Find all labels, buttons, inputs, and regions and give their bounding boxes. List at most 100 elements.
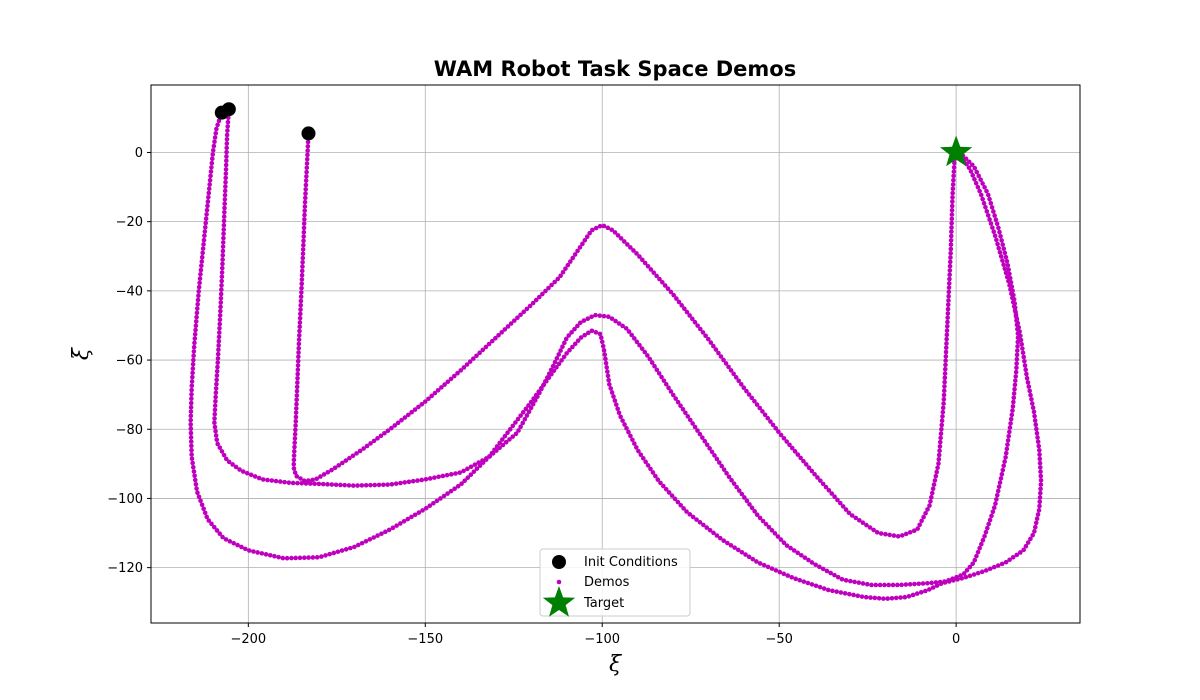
demo-point — [949, 207, 955, 213]
demo-point — [631, 248, 636, 253]
demo-point — [1008, 416, 1014, 422]
demo-point — [1004, 258, 1010, 264]
demo-point — [834, 589, 839, 594]
demo-point — [565, 262, 571, 268]
demo-point — [458, 368, 464, 373]
demo-point — [298, 311, 303, 317]
demo-point — [1011, 304, 1017, 309]
demo-point — [707, 527, 713, 533]
demo-point — [292, 440, 298, 446]
demo-point — [440, 473, 446, 479]
demo-point — [608, 386, 614, 391]
demo-point — [294, 397, 299, 403]
demo-point — [857, 518, 862, 523]
demo-point — [899, 582, 904, 588]
demo-point — [572, 252, 578, 257]
demo-point — [552, 279, 557, 285]
demo-point — [609, 390, 615, 395]
demo-point — [191, 349, 197, 354]
demo-point — [214, 381, 219, 387]
demo-point — [1037, 499, 1043, 505]
demo-point — [1015, 339, 1021, 345]
demo-point — [963, 574, 969, 580]
demo-point — [1032, 529, 1037, 534]
demo-point — [660, 280, 665, 285]
demo-point — [886, 582, 891, 588]
demo-point — [921, 514, 926, 520]
demo-point — [189, 379, 195, 384]
demo-point — [898, 595, 903, 600]
demo-point — [643, 459, 648, 465]
demo-point — [856, 580, 862, 585]
demo-point — [216, 118, 222, 124]
demo-point — [626, 429, 631, 435]
demo-point — [864, 522, 869, 528]
demo-point — [515, 315, 520, 321]
demo-point — [314, 555, 320, 560]
demo-point — [196, 293, 201, 299]
demo-point — [296, 337, 302, 342]
demo-point — [201, 237, 207, 243]
demo-point — [795, 452, 801, 457]
demo-point — [392, 423, 398, 428]
demo-point — [992, 213, 997, 218]
demo-point — [416, 404, 421, 410]
demo-point — [582, 237, 588, 243]
demo-point — [1014, 365, 1019, 371]
demo-point — [352, 544, 357, 550]
demo-point — [873, 582, 879, 588]
demo-point — [712, 453, 717, 458]
demo-point — [940, 409, 946, 415]
demo-point — [436, 474, 441, 480]
demo-point — [209, 165, 214, 170]
demo-point — [201, 242, 206, 247]
demo-point — [201, 506, 206, 512]
demo-point — [559, 358, 564, 363]
demo-point — [1014, 552, 1020, 558]
demo-point — [209, 156, 215, 162]
demo-point — [297, 320, 303, 325]
demo-point — [554, 356, 560, 361]
demo-point — [189, 452, 194, 457]
demo-point — [215, 122, 220, 128]
demo-point — [299, 277, 305, 282]
demo-point — [626, 329, 632, 334]
demo-point — [789, 445, 795, 451]
demo-point — [561, 354, 567, 360]
demo-point — [276, 554, 281, 560]
demo-point — [208, 169, 214, 174]
demo-point — [219, 283, 224, 288]
demo-point — [995, 563, 1001, 568]
demo-point — [683, 410, 688, 416]
demo-point — [951, 578, 956, 583]
demo-point — [368, 441, 373, 446]
demo-point — [704, 525, 710, 530]
demo-point — [839, 576, 845, 582]
demo-point — [213, 386, 219, 391]
demo-point — [853, 515, 859, 521]
demo-point — [860, 581, 866, 586]
demo-point — [717, 535, 723, 541]
demo-point — [205, 203, 210, 209]
demo-point — [684, 309, 690, 315]
demo-point — [335, 549, 341, 555]
demo-point — [347, 455, 352, 461]
demo-point — [434, 498, 440, 504]
demo-point — [518, 413, 523, 418]
demo-point — [639, 346, 645, 351]
demo-point — [195, 306, 200, 311]
demo-point — [843, 507, 849, 512]
demo-point — [468, 472, 474, 477]
demo-point — [975, 570, 981, 576]
demo-point — [768, 419, 773, 424]
demo-point — [944, 323, 950, 329]
demo-point — [806, 557, 811, 563]
demo-point — [1002, 266, 1008, 272]
demo-point — [572, 326, 577, 332]
demo-point — [333, 482, 339, 488]
demo-point — [990, 509, 996, 515]
demo-point — [937, 448, 942, 454]
demo-point — [927, 587, 932, 592]
demo-point — [585, 316, 591, 321]
